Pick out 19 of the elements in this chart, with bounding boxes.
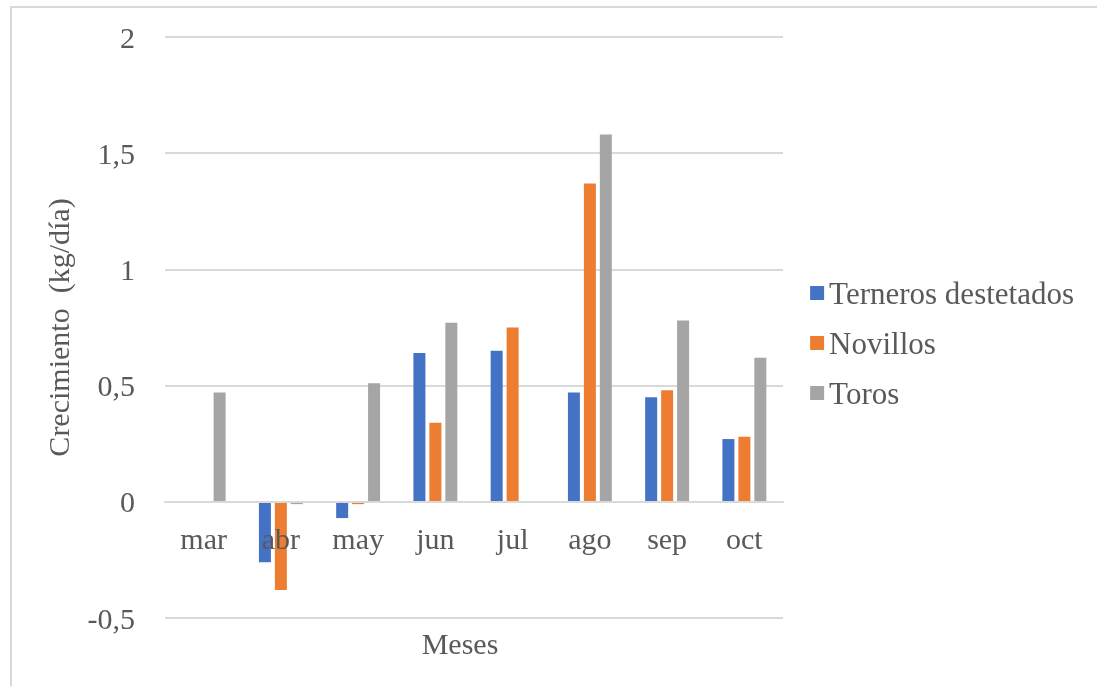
- y-axis-title: Crecimiento (kg/día): [41, 198, 76, 457]
- x-tick-label: mar: [180, 522, 227, 556]
- x-axis-title: Meses: [421, 626, 499, 660]
- x-tick-label: abr: [261, 522, 301, 556]
- legend-label: Terneros destetados: [829, 275, 1075, 311]
- legend-label: Novillos: [829, 325, 936, 361]
- x-tick-label: jun: [415, 522, 455, 556]
- y-tick-label: 0: [120, 485, 135, 519]
- x-tick-label: oct: [726, 522, 764, 556]
- x-tick-label: jul: [495, 522, 529, 556]
- x-tick-label: ago: [568, 522, 612, 556]
- x-tick-label: may: [332, 522, 384, 556]
- y-tick-label: 0,5: [97, 369, 135, 403]
- y-tick-label: -0,5: [87, 601, 135, 635]
- y-tick-label: 1,5: [97, 136, 135, 170]
- legend-label: Toros: [829, 375, 900, 411]
- y-tick-label: 1: [120, 252, 135, 286]
- x-tick-label: sep: [647, 522, 688, 556]
- y-tick-label: 2: [120, 20, 135, 54]
